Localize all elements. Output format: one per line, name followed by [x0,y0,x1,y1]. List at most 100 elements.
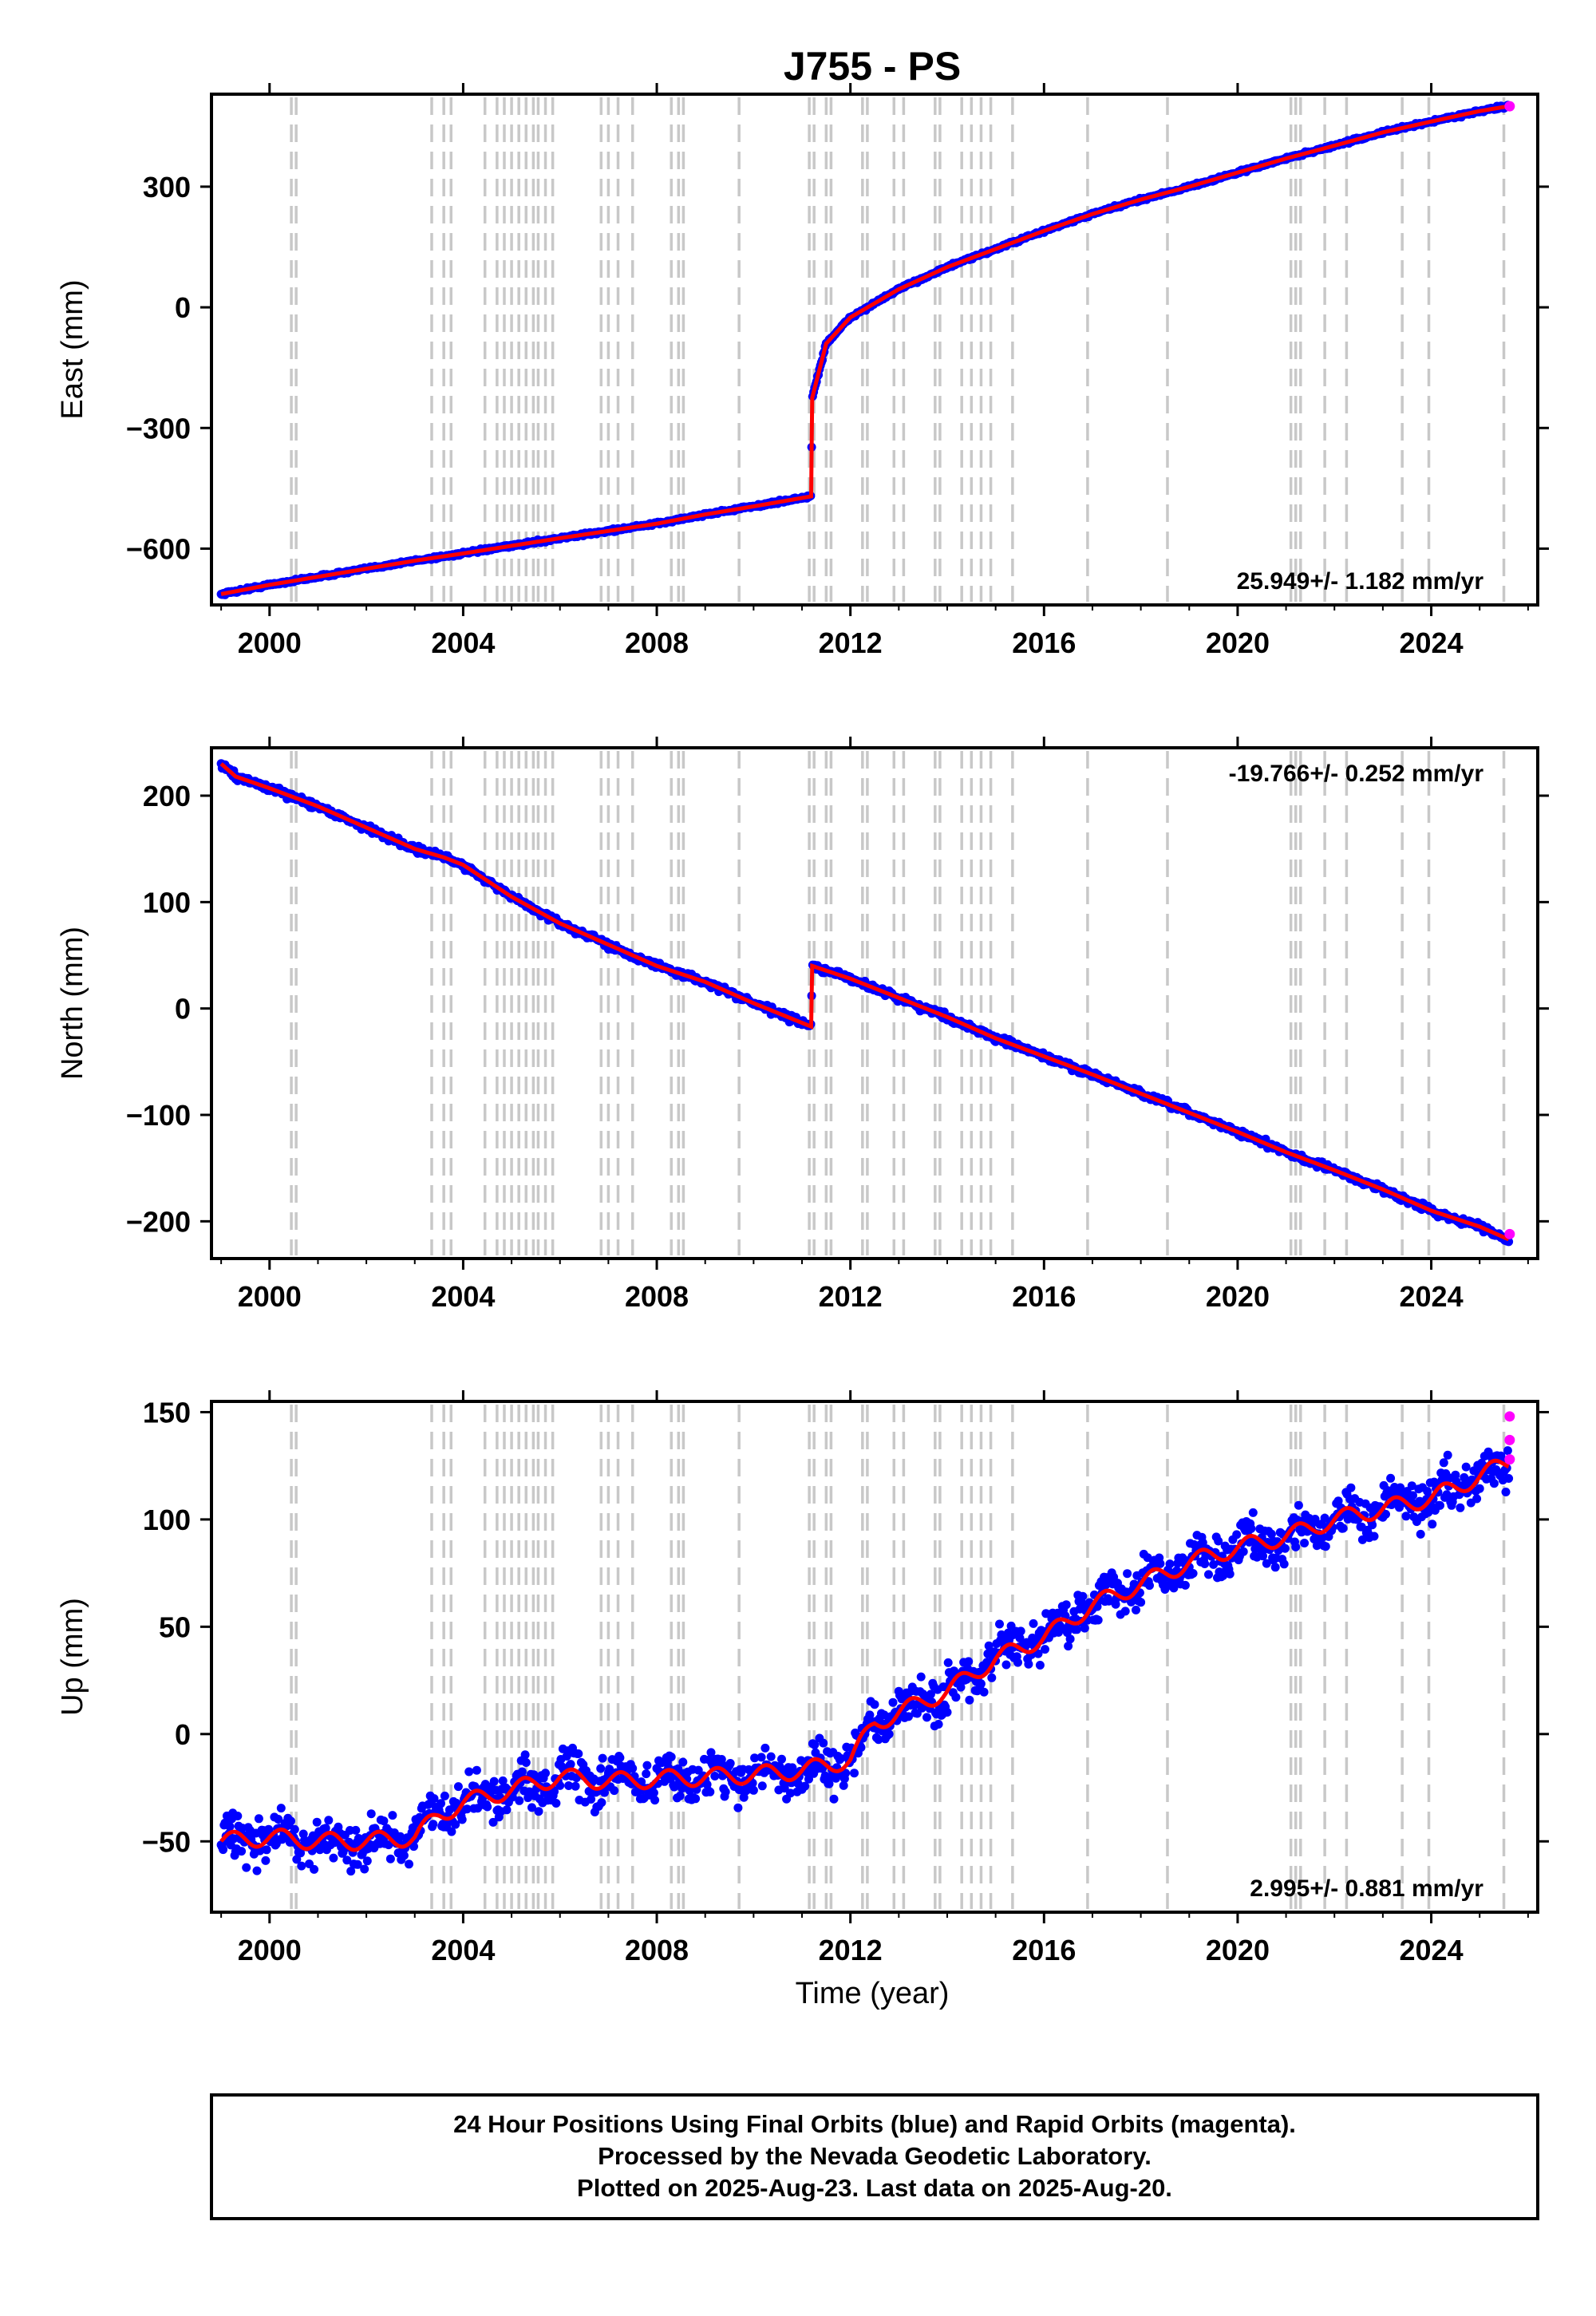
rate-label: 2.995+/- 0.881 mm/yr [1250,1875,1483,1902]
x-tick-label: 2000 [238,1280,302,1313]
data-point [884,1729,894,1739]
data-point [312,1817,322,1827]
data-point [1093,1615,1103,1625]
x-tick-label: 2008 [625,1934,689,1966]
data-point [1369,1531,1379,1541]
plot-frame [210,93,1539,607]
data-point [453,1782,463,1792]
data-point [987,1673,997,1682]
data-point [1456,1503,1465,1512]
data-point [437,1799,445,1808]
data-point [276,1804,286,1813]
data-point [324,1816,334,1825]
data-point [429,1820,438,1829]
x-tick-label: 2024 [1400,1934,1464,1966]
data-point [1386,1473,1396,1483]
x-tick-label: 2004 [431,1280,495,1313]
data-point [1065,1634,1075,1644]
data-point [951,1693,961,1702]
data-point [521,1758,531,1767]
data-point [1080,1623,1089,1633]
data-point [1461,1462,1471,1472]
data-point [934,1720,943,1729]
data-point [1501,1488,1511,1496]
y-tick-label: 150 [143,1396,191,1429]
data-point [472,1765,481,1775]
data-point [457,1815,467,1824]
data-point [351,1825,361,1835]
x-tick-label: 2008 [625,626,689,659]
model-curve [220,104,1510,596]
y-tick-label: −100 [126,1099,191,1132]
data-point [642,1761,652,1770]
data-point [829,1794,839,1804]
data-point [1246,1524,1256,1533]
data-point [1270,1563,1280,1572]
data-point [850,1769,859,1778]
y-tick-label: 50 [159,1611,191,1643]
data-point [1408,1491,1417,1500]
data-point [965,1695,974,1705]
data-point [1472,1494,1482,1504]
data-point [1073,1625,1081,1634]
rapid-orbit-point [1504,1434,1515,1445]
x-tick-label: 2000 [238,626,302,659]
rate-label: 25.949+/- 1.182 mm/yr [1237,568,1484,595]
y-tick-label: 200 [143,780,191,812]
data-point [574,1749,583,1758]
y-tick-label: 100 [143,886,191,919]
final-orbit-points [216,101,1514,599]
data-point [1156,1559,1165,1568]
data-point [1489,1479,1499,1488]
x-tick-label: 2016 [1012,626,1076,659]
data-point [678,1757,688,1767]
data-point [464,1767,474,1777]
x-tick-label: 2024 [1400,626,1464,659]
x-tick-label: 2016 [1012,1280,1076,1313]
chart-title: J755 - PS [784,44,961,89]
data-point [1225,1569,1235,1579]
footer-line-2: Processed by the Nevada Geodetic Laborat… [598,2142,1152,2170]
data-point [760,1743,770,1753]
y-tick-label: 0 [175,993,191,1026]
data-point [777,1754,786,1764]
data-point [1291,1542,1301,1551]
data-point [964,1657,974,1666]
data-point [1145,1581,1154,1591]
y-tick-label: 0 [175,291,191,324]
x-tick-label: 2020 [1206,1934,1270,1966]
data-point [691,1794,701,1804]
data-point [252,1866,262,1875]
data-point [819,1738,828,1748]
data-point [237,1847,247,1856]
x-tick-label: 2000 [238,1934,302,1966]
data-point [1041,1645,1049,1654]
data-point [1136,1598,1146,1607]
y-axis-label: Up (mm) [56,1598,89,1716]
data-point [725,1759,735,1768]
final-orbit-points [216,759,1514,1247]
data-point [922,1713,931,1722]
data-point [405,1860,413,1869]
data-point [1439,1458,1448,1468]
rapid-orbit-point [1504,1228,1515,1239]
data-point [1300,1539,1310,1547]
data-point [1001,1660,1011,1670]
data-point [757,1753,766,1762]
data-point [766,1752,776,1761]
data-point [1279,1559,1289,1569]
data-point [710,1772,720,1780]
data-point [995,1619,1004,1629]
data-point [596,1764,606,1773]
data-point [225,1822,235,1832]
data-point [628,1764,638,1773]
y-axis-label: East (mm) [56,279,89,419]
data-point [1035,1661,1045,1670]
data-point [551,1799,561,1808]
data-point [566,1760,575,1769]
data-point [1204,1570,1213,1579]
data-point [520,1750,530,1760]
data-point [1503,1446,1512,1456]
y-tick-label: 100 [143,1504,191,1536]
